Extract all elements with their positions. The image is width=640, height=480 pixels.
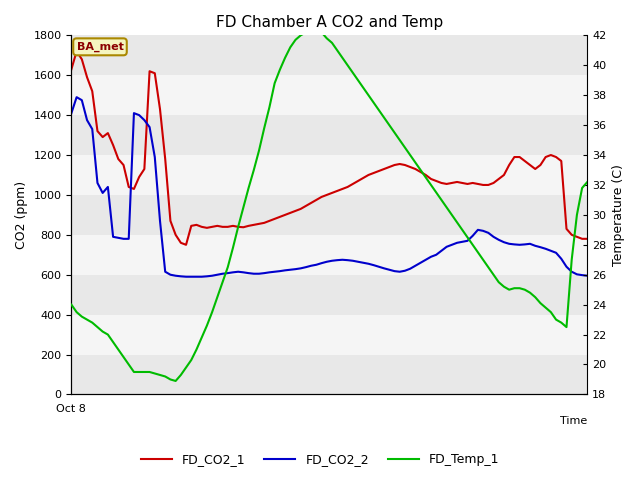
Bar [72, 275, 588, 314]
Bar [72, 235, 588, 275]
Bar [72, 115, 588, 155]
Bar [72, 355, 588, 395]
Bar [72, 36, 588, 75]
Text: Time: Time [560, 416, 588, 426]
Legend: FD_CO2_1, FD_CO2_2, FD_Temp_1: FD_CO2_1, FD_CO2_2, FD_Temp_1 [136, 448, 504, 471]
Text: BA_met: BA_met [77, 42, 124, 52]
Bar [72, 314, 588, 355]
Bar [72, 75, 588, 115]
Bar [72, 155, 588, 195]
Title: FD Chamber A CO2 and Temp: FD Chamber A CO2 and Temp [216, 15, 443, 30]
Y-axis label: Temperature (C): Temperature (C) [612, 164, 625, 266]
Bar [72, 195, 588, 235]
Y-axis label: CO2 (ppm): CO2 (ppm) [15, 181, 28, 249]
